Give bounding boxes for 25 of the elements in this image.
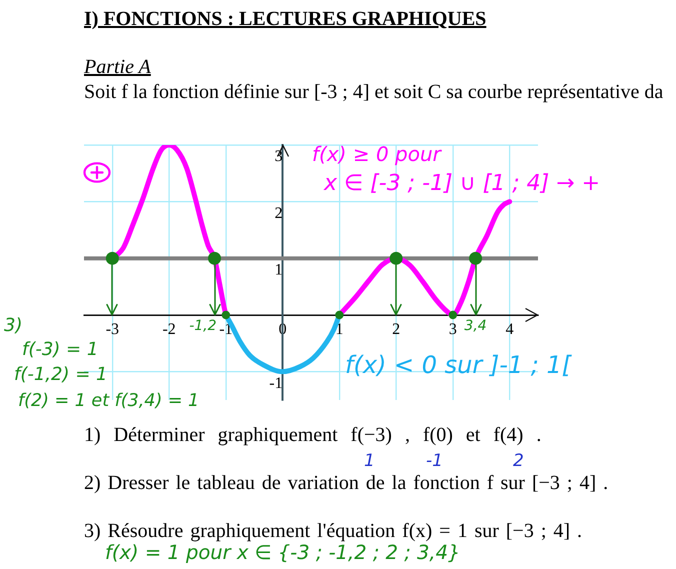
annotation: f(2) = 1 et f(3,4) = 1 [18, 391, 200, 412]
chart-subtitle: Partie A [84, 56, 151, 79]
text: 3) [4, 315, 22, 337]
annotation: f(x) < 0 sur ]-1 ; 1[ [345, 351, 572, 380]
chart-title: I) FONCTIONS : LECTURES GRAPHIQUES [84, 8, 486, 31]
x-tick-label: 4 [506, 320, 514, 338]
x-tick-label: 3 [448, 320, 457, 338]
annotation: f(-1,2) = 1 [14, 364, 108, 386]
annotation: 3,4 [464, 318, 487, 334]
text: 3) Résoudre graphiquement l'équation f(x) = 1 sur [−3 ; 4] . [84, 520, 582, 543]
x-tick-label: -2 [162, 320, 176, 338]
x-tick-label: -3 [106, 320, 120, 338]
annotation: f(x) ≥ 0 pour [312, 142, 441, 166]
text: -1 [426, 451, 443, 472]
text: f(x) = 1 pour x ∈ {-3 ; -1,2 ; 2 ; 3,4} [105, 541, 460, 564]
text: 1 [364, 451, 375, 472]
annotation: -1,2 [189, 318, 217, 334]
x-tick-label: 1 [335, 320, 344, 338]
text: 1) Déterminer graphiquement f(−3) , f(0) et f(4) . [84, 424, 542, 447]
x-tick-label: 2 [392, 320, 400, 338]
annotation: f(-3) = 1 [22, 339, 98, 361]
text: 2) Dresser le tableau de variation de la fonction f sur [−3 ; 4] . [84, 472, 608, 495]
annotation: x ∈ [-3 ; -1] ∪ [1 ; 4] → + [324, 171, 600, 196]
text: 2 [513, 451, 524, 472]
text: Soit f la fonction définie sur [-3 ; 4] et soit C sa courbe représentative da [84, 81, 664, 104]
